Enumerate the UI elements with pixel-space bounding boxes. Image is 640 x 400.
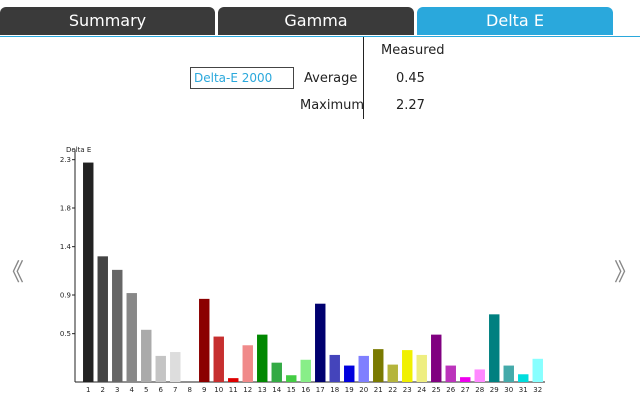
x-tick-label: 2 [101, 386, 105, 394]
bar-15 [286, 375, 297, 382]
x-tick-label: 5 [144, 386, 148, 394]
x-tick-label: 3 [115, 386, 119, 394]
x-tick-label: 19 [345, 386, 354, 394]
bar-4 [126, 293, 137, 382]
bar-11 [228, 378, 239, 382]
bar-20 [358, 355, 369, 382]
maximum-value: 2.27 [396, 98, 425, 113]
x-tick-label: 4 [130, 386, 135, 394]
x-tick-label: 18 [330, 386, 339, 394]
x-tick-label: 30 [504, 386, 513, 394]
delta-e-metric-selector[interactable]: Delta-E 2000 [190, 67, 294, 89]
bar-10 [213, 336, 224, 382]
x-tick-label: 29 [490, 386, 499, 394]
x-tick-label: 10 [214, 386, 223, 394]
average-value: 0.45 [396, 71, 425, 86]
tab-bar: Summary Gamma Delta E [0, 0, 640, 37]
bar-29 [489, 314, 500, 382]
x-tick-label: 24 [417, 386, 426, 394]
x-tick-label: 15 [287, 386, 296, 394]
y-tick-label: 0.5 [60, 330, 71, 338]
x-tick-label: 22 [388, 386, 397, 394]
bar-27 [460, 377, 471, 382]
x-tick-label: 31 [519, 386, 528, 394]
y-tick-label: 1.8 [60, 205, 71, 213]
x-tick-label: 8 [188, 386, 192, 394]
y-tick-label: 1.4 [60, 243, 72, 251]
x-tick-label: 7 [173, 386, 177, 394]
bar-32 [532, 358, 543, 382]
bar-28 [474, 369, 485, 382]
bar-2 [97, 256, 108, 382]
x-tick-label: 17 [316, 386, 325, 394]
x-tick-label: 9 [202, 386, 206, 394]
measured-header: Measured [381, 43, 445, 58]
x-tick-label: 28 [475, 386, 484, 394]
bar-1 [83, 162, 94, 382]
next-arrow-icon[interactable]: 》 [614, 258, 638, 286]
bar-19 [344, 365, 355, 382]
stats-divider [363, 37, 364, 119]
y-tick-label: 0.9 [60, 292, 71, 300]
bar-13 [257, 334, 268, 382]
x-tick-label: 1 [86, 386, 90, 394]
x-tick-label: 20 [359, 386, 368, 394]
bar-23 [402, 350, 413, 382]
x-tick-label: 32 [533, 386, 542, 394]
stats-panel: Measured Delta-E 2000 Average 0.45 Maxim… [0, 37, 640, 119]
bar-9 [199, 298, 210, 382]
bar-17 [315, 303, 326, 382]
x-tick-label: 21 [374, 386, 383, 394]
x-tick-label: 6 [159, 386, 164, 394]
tab-summary[interactable]: Summary [0, 7, 215, 35]
prev-arrow-icon[interactable]: 《 [0, 258, 24, 286]
x-tick-label: 16 [301, 386, 310, 394]
bar-25 [431, 334, 442, 382]
delta-e-chart-area: Delta E 0.5 0.9 1.4 1.8 2.3 1 2 3 4 5 6 7 8 9 10 11 12 13 1… [0, 140, 640, 400]
bar-26 [445, 365, 456, 382]
bar-21 [373, 349, 384, 382]
x-tick-label: 12 [243, 386, 252, 394]
bar-30 [503, 365, 514, 382]
x-tick-label: 11 [229, 386, 238, 394]
bar-16 [300, 359, 311, 382]
y-axis-label: Delta E [66, 146, 91, 154]
bar-3 [112, 269, 123, 382]
bar-6 [155, 355, 166, 382]
bar-24 [416, 354, 427, 382]
x-tick-label: 25 [432, 386, 441, 394]
bar-22 [387, 364, 398, 382]
tab-delta-e[interactable]: Delta E [417, 7, 613, 35]
tab-gamma[interactable]: Gamma [218, 7, 414, 35]
x-tick-label: 23 [403, 386, 412, 394]
bar-31 [518, 374, 529, 382]
bar-14 [271, 362, 282, 382]
bar-5 [141, 329, 152, 382]
x-tick-label: 14 [272, 386, 281, 394]
bar-12 [242, 345, 253, 382]
x-tick-label: 26 [446, 386, 455, 394]
bar-7 [170, 352, 181, 382]
x-tick-label: 27 [461, 386, 470, 394]
maximum-label: Maximum [300, 98, 365, 113]
delta-e-chart: Delta E0.50.91.41.82.31 2 3 4 5 6 7 8 9 10 11 12 13 1… [60, 146, 545, 394]
average-label: Average [304, 71, 358, 86]
bar-18 [329, 354, 340, 382]
x-tick-label: 13 [258, 386, 267, 394]
y-tick-label: 2.3 [60, 156, 71, 164]
